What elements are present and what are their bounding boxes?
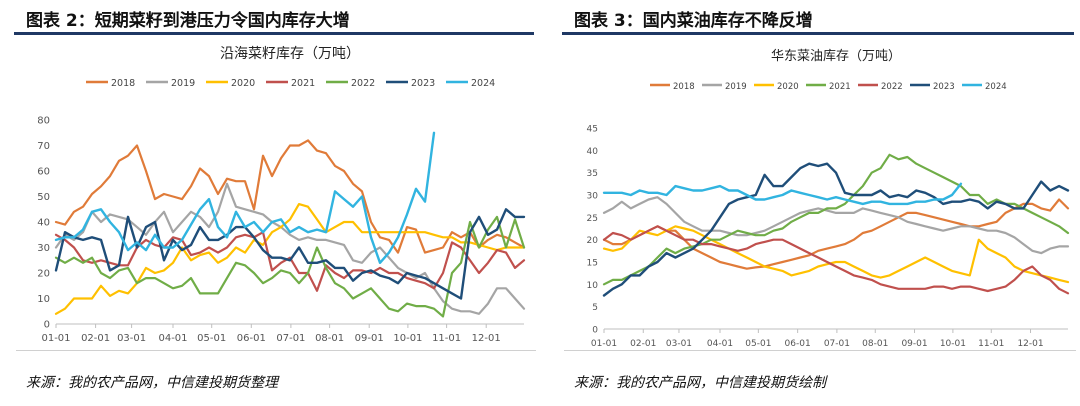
legend-label: 2021 [829,82,851,92]
y-tick-label: 5 [592,303,598,313]
legend-label: 2019 [171,78,195,89]
x-tick-label: 12-01 [472,333,501,344]
figure-title: 图表 2：短期菜籽到港压力令国内库存大增 [26,11,350,31]
legend-label: 2023 [933,82,955,92]
y-tick-label: 0 [44,320,50,331]
chart-title: 华东菜油库存（万吨） [771,48,901,64]
x-tick-label: 10-01 [940,339,966,349]
y-tick-label: 60 [37,167,50,178]
legend-label: 2018 [111,78,135,89]
y-tick-label: 40 [587,147,599,157]
chart-title: 沿海菜籽库存（万吨） [220,46,360,62]
rapeseed-inventory-chart: 沿海菜籽库存（万吨）2018 2019 2020 2021 2022 2023 202401… [37,46,526,344]
x-tick-label: 11-01 [978,339,1004,349]
legend-label: 2021 [291,78,315,89]
legend-label: 2022 [351,78,375,89]
series-line-2023 [54,208,526,300]
x-tick-label: 05-01 [745,339,771,349]
left-figure-panel: 图表 2：短期菜籽到港压力令国内库存大增 沿海菜籽库存（万吨） 2018 2019 2… [14,11,536,391]
y-tick-label: 35 [587,169,598,179]
legend-label: 2019 [725,82,747,92]
series-line-2020 [54,203,526,315]
x-tick-label: 06-01 [237,333,266,344]
source-note: 来源：我的农产品网，中信建投期货整理 [26,375,278,391]
legend-label: 2020 [231,78,255,89]
x-tick-label: 03-01 [666,339,692,349]
x-tick-label: 11-01 [432,333,461,344]
y-tick-label: 30 [37,243,50,254]
legend-label: 2022 [881,82,903,92]
x-tick-label: 08-01 [315,333,344,344]
series-line-2020 [602,225,1070,284]
series-line-2021 [54,231,526,292]
x-tick-label: 10-01 [393,333,422,344]
y-tick-label: 45 [587,125,598,135]
legend-label: 2023 [411,78,435,89]
title-divider [14,32,534,35]
y-tick-label: 25 [587,214,598,224]
legend-label: 2020 [777,82,799,92]
x-tick-label: 04-01 [158,333,187,344]
x-tick-label: 07-01 [824,339,850,349]
series-line-2022 [54,215,526,318]
series-line-2022 [602,225,1070,295]
series-line-2018 [602,198,1070,270]
y-tick-label: 10 [37,294,50,305]
title-divider [562,32,1074,35]
y-tick-label: 50 [37,192,50,203]
y-tick-label: 70 [37,141,50,152]
y-tick-label: 10 [587,281,599,291]
series-line-2024 [54,131,436,265]
series-line-2018 [54,139,526,254]
y-tick-label: 30 [587,192,599,202]
series-line-2021 [602,153,1070,286]
figure-title: 图表 3：国内菜油库存不降反增 [574,11,813,31]
x-tick-label: 02-01 [81,333,110,344]
chart-frame: 华东菜油库存（万吨） 2018 2019 2020 2021 2022 2023 2024 0 5… [564,38,1076,351]
source-note: 来源：我的农产品网，中信建投期货绘制 [574,375,826,391]
x-tick-label: 03-01 [117,333,146,344]
legend-label: 2024 [471,78,495,89]
x-tick-label: 09-01 [901,339,927,349]
series-line-2019 [602,196,1070,255]
x-tick-label: 04-01 [707,339,733,349]
y-tick-label: 15 [587,259,598,269]
x-tick-label: 12-01 [1017,339,1043,349]
rapeseed-oil-inventory-chart: 华东菜油库存（万吨）2018 2019 2020 2021 2022 2023 202405… [587,48,1070,349]
y-tick-label: 20 [587,236,599,246]
x-tick-label: 02-01 [630,339,656,349]
x-tick-label: 07-01 [276,333,305,344]
y-tick-label: 80 [37,116,50,127]
x-tick-label: 01-01 [591,339,617,349]
legend-label: 2018 [673,82,695,92]
series-line-2023 [602,162,1070,297]
y-tick-label: 20 [37,269,50,280]
right-figure-panel: 图表 3：国内菜油库存不降反增 华东菜油库存（万吨） 2018 2019 2020 20… [548,0,1080,406]
x-tick-label: 06-01 [785,339,811,349]
x-tick-label: 08-01 [862,339,888,349]
series-line-2024 [602,182,963,206]
chart-frame: 沿海菜籽库存（万吨） 2018 2019 2020 2021 2022 2023 2024 0 1… [16,38,536,351]
x-tick-label: 01-01 [41,333,70,344]
x-tick-label: 09-01 [355,333,384,344]
y-tick-label: 40 [37,218,50,229]
y-tick-label: 0 [592,326,598,336]
x-tick-label: 05-01 [197,333,226,344]
legend-label: 2024 [985,82,1007,92]
